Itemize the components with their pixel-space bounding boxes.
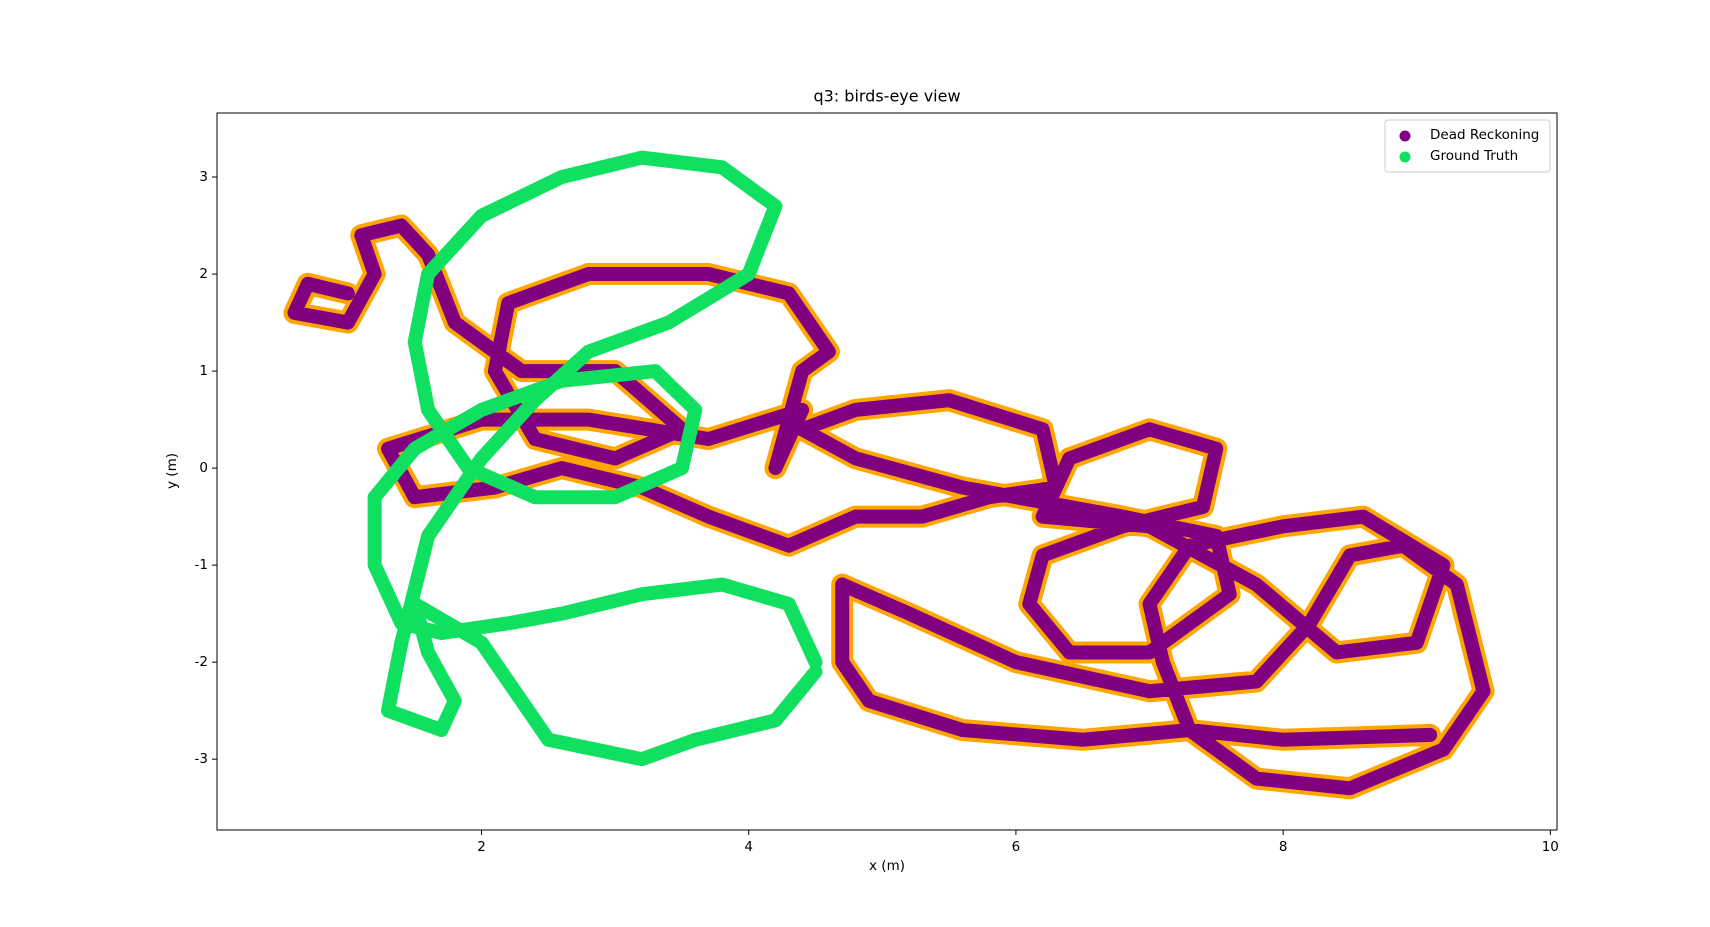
trajectory: [367, 150, 823, 767]
x-axis-label: x (m): [869, 858, 905, 874]
y-tick-label: -2: [195, 654, 208, 670]
y-tick-label: -3: [195, 751, 208, 767]
x-tick-label: 4: [744, 839, 753, 855]
y-tick-label: -1: [195, 557, 208, 573]
y-axis-label: y (m): [164, 453, 180, 489]
legend-label: Dead Reckoning: [1430, 127, 1539, 143]
y-tick-label: 1: [199, 363, 208, 379]
x-tick-label: 8: [1279, 839, 1288, 855]
legend-marker: [1399, 151, 1411, 163]
legend-box: [1384, 119, 1551, 173]
y-tick-label: 3: [199, 169, 208, 185]
plot-frame: [216, 112, 1558, 831]
x-tick-label: 6: [1012, 839, 1021, 855]
chart-title: q3: birds-eye view: [813, 87, 960, 106]
x-tick-label: 2: [477, 839, 486, 855]
y-tick-label: 0: [199, 460, 208, 476]
trajectory: [287, 218, 1491, 796]
x-tick-label: 10: [1542, 839, 1559, 855]
legend-label: Ground Truth: [1430, 148, 1518, 164]
y-tick-label: 2: [199, 266, 208, 282]
legend-marker: [1399, 130, 1411, 142]
